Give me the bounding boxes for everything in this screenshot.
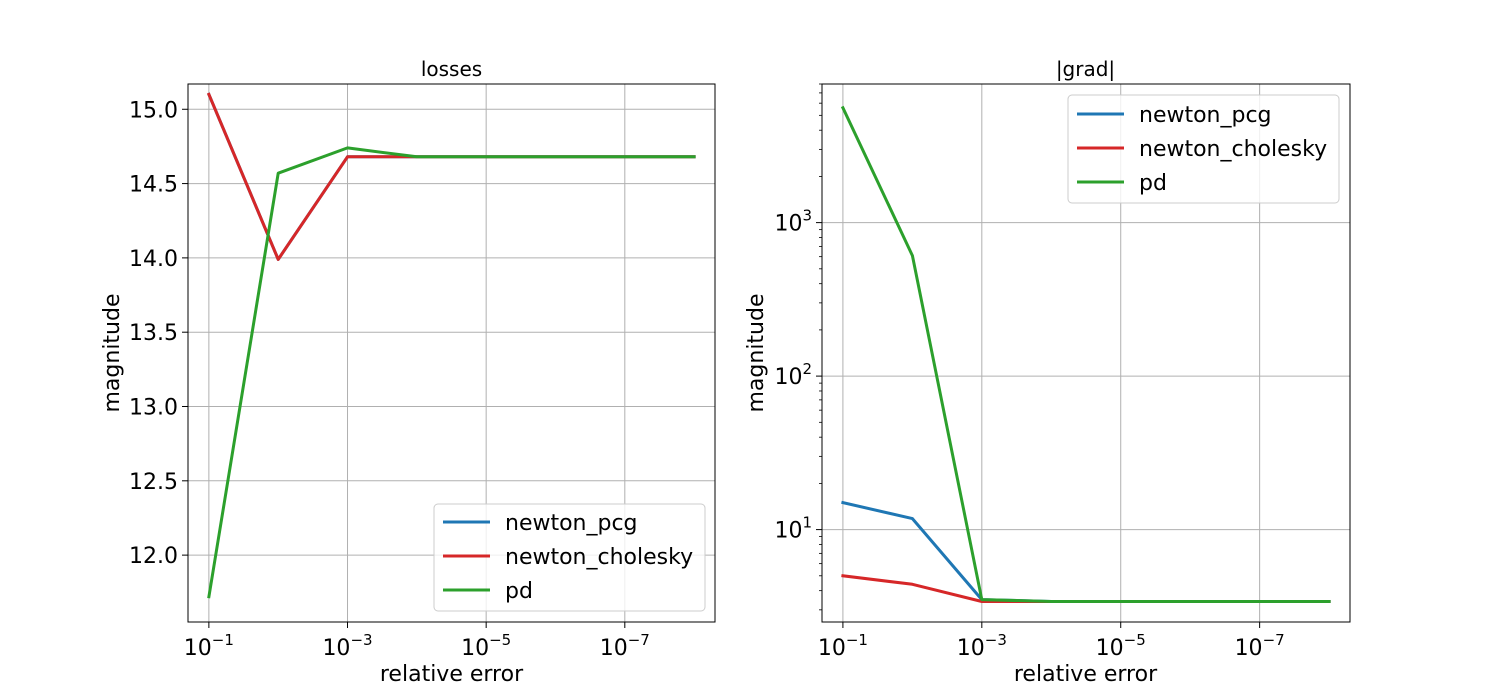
chart-title: |grad| [1056,57,1115,81]
y-tick-label: 12.0 [129,544,178,569]
legend-box [433,503,706,612]
y-tick-label: 13.0 [129,396,178,421]
y-tick-label: 14.0 [129,247,178,272]
y-tick-label: 14.5 [129,173,178,198]
chart-title: losses [421,57,482,81]
y-tick-label: 12.5 [129,470,178,495]
y-axis-label: magnitude [744,293,769,412]
legend-label-newton-pcg: newton_pcg [505,511,638,536]
losses-chart: losses 10−1 10−3 10−5 10−712.012.513.013.51… [100,57,716,687]
x-axis-label: relative error [1014,662,1158,687]
x-tick-label: 10−1 [818,631,868,661]
legend: newton_pcg newton_cholesky pd [1067,94,1340,204]
series-lines [206,92,696,599]
x-axis-label: relative error [380,662,524,687]
legend-label-pd: pd [505,579,533,604]
legend-label-newton-pcg: newton_pcg [1139,103,1272,128]
legend-label-pd: pd [1139,171,1167,196]
y-tick-label: 13.5 [129,321,178,346]
series-line-pd [207,146,696,599]
series-lines [840,105,1331,603]
y-tick-label: 15.0 [129,98,178,123]
y-axis-label: magnitude [100,293,125,412]
legend-box [1067,94,1340,204]
series-line-pd [840,105,1331,603]
legend-label-newton-cholesky: newton_cholesky [1139,137,1327,162]
plot-frame [187,83,716,623]
axis-ticks: 10−1 10−3 10−5 10−712.012.513.013.514.014.5… [129,98,650,661]
legend-label-newton-cholesky: newton_cholesky [505,545,693,570]
plot-frame [821,83,1351,623]
legend: newton_pcg newton_cholesky pd [433,503,706,612]
